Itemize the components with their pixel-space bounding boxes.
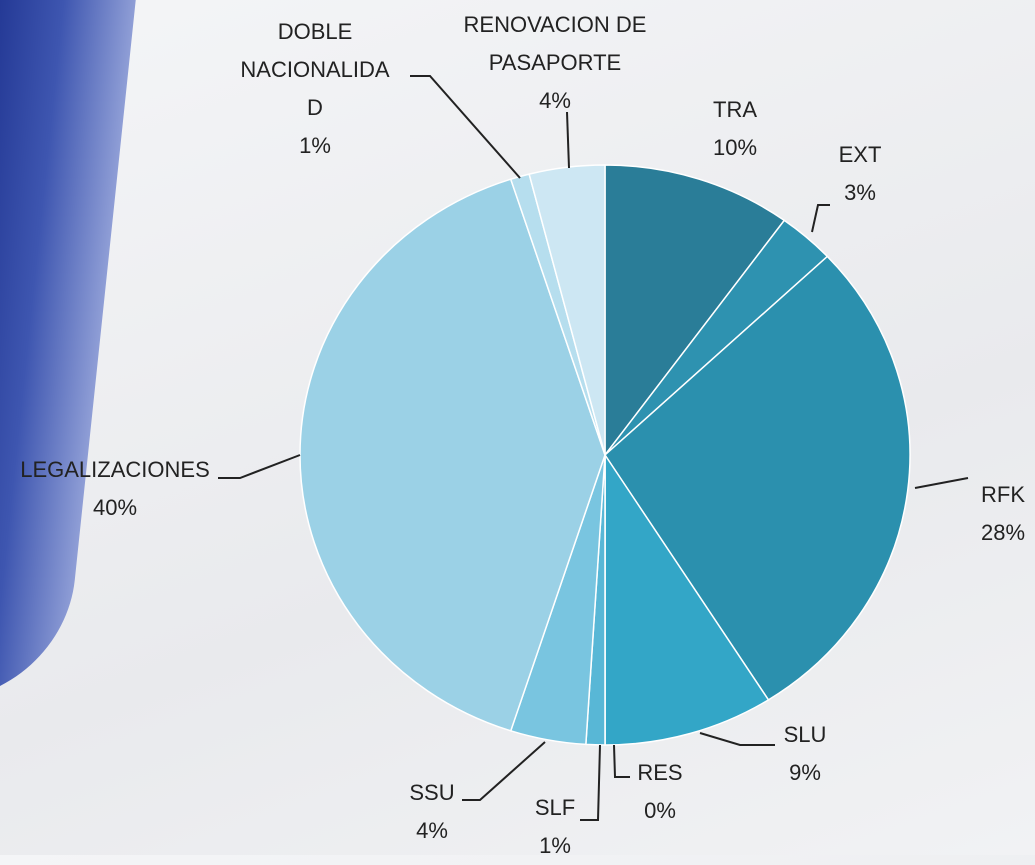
slice-label: SLU 9% xyxy=(765,716,845,792)
slice-label: RFK 28% xyxy=(963,476,1035,552)
percent-label: 40% xyxy=(92,495,138,520)
percent-label: 4% xyxy=(539,88,571,113)
percent-label: 3% xyxy=(844,180,876,205)
category-label: SLU xyxy=(783,722,827,747)
leader-line xyxy=(914,477,969,489)
leader-line xyxy=(218,454,301,479)
category-label: SLF xyxy=(534,795,576,820)
leader-line xyxy=(699,732,775,746)
leader-line xyxy=(410,75,521,179)
category-label: SSU xyxy=(409,780,455,805)
leader-line xyxy=(566,111,570,169)
percent-label: 0% xyxy=(644,798,676,823)
category-label: DOBLE NACIONALIDAD xyxy=(240,19,390,120)
percent-label: 4% xyxy=(416,818,448,843)
category-label: EXT xyxy=(838,142,882,167)
leader-line xyxy=(580,744,601,821)
category-label: RFK xyxy=(981,482,1025,507)
percent-label: 9% xyxy=(789,760,821,785)
percent-label: 10% xyxy=(712,135,758,160)
slice-label: DOBLE NACIONALIDAD 1% xyxy=(234,13,397,165)
leader-line xyxy=(811,204,830,233)
slice-label: LEGALIZACIONES 40% xyxy=(13,451,218,527)
pie-slice xyxy=(299,178,606,732)
pie-slice xyxy=(604,164,786,458)
pie-slice xyxy=(604,255,911,701)
percent-label: 1% xyxy=(539,833,571,858)
category-label: LEGALIZACIONES xyxy=(20,457,210,482)
leader-line xyxy=(613,744,630,778)
slice-label: SSU 4% xyxy=(392,774,472,850)
category-label: RES xyxy=(637,760,683,785)
leader-lines xyxy=(218,75,969,821)
percent-label: 1% xyxy=(299,133,331,158)
slice-label: RES 0% xyxy=(620,754,700,830)
slice-label: SLF 1% xyxy=(515,789,595,865)
slice-label: TRA 10% xyxy=(675,91,795,167)
category-label: RENOVACION DE PASAPORTE xyxy=(463,12,647,75)
slice-label: RENOVACION DE PASAPORTE 4% xyxy=(460,6,650,120)
pie-slice xyxy=(604,452,770,746)
pie-slice xyxy=(528,164,606,456)
leader-line xyxy=(462,741,546,801)
slice-label: EXT 3% xyxy=(815,136,905,212)
category-label: TRA xyxy=(713,97,757,122)
percent-label: 28% xyxy=(980,520,1026,545)
